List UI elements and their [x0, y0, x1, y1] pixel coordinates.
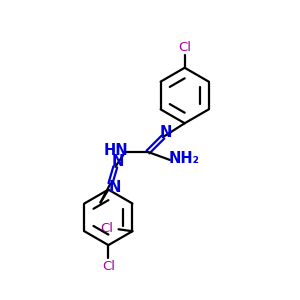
- Text: N: N: [160, 125, 172, 140]
- Text: NH₂: NH₂: [168, 152, 199, 166]
- Text: HN: HN: [104, 142, 129, 158]
- Text: Cl: Cl: [102, 260, 115, 273]
- Text: Cl: Cl: [178, 41, 191, 55]
- Text: Cl: Cl: [100, 222, 113, 235]
- Text: N: N: [112, 154, 124, 169]
- Text: N: N: [108, 180, 121, 195]
